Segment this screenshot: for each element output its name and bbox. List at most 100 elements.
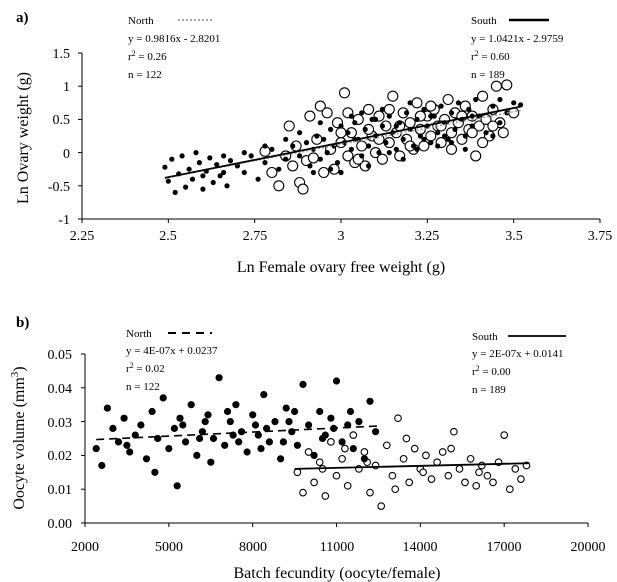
panel-a-point-north [321,136,327,142]
panel-b-point-north [173,482,181,490]
panel-b-point-north [215,374,223,382]
panel-a-point-north [283,156,289,162]
panel-a-point-north [379,106,385,112]
panel-b-point-south [391,485,400,494]
panel-a-point-north [200,186,206,192]
panel-b-point-north [251,421,260,429]
panel-b-point-south [394,414,402,423]
panel-b-point-north [182,438,190,446]
panel-b-xtick-label: 5000 [155,540,183,555]
panel-a-xtick-label: 2.25 [70,229,95,244]
panel-b-point-south [505,485,514,494]
panel-b-point-north [305,421,313,429]
panel-a-point-south [273,180,285,192]
panel-a-point-north [241,150,247,156]
panel-b-point-north [366,397,374,405]
panel-b-point-south [517,475,525,483]
panel-b-point-south [338,454,346,463]
panel-a-point-north [328,126,334,132]
panel-b-point-north [257,445,265,453]
panel-a-point-north [483,130,489,136]
panel-a-point-north [183,184,189,190]
panel-b-point-north [123,441,131,449]
panel-b-ytick-label: 0.01 [48,483,73,498]
panel-b-fit-line-south [294,462,530,470]
panel-a-south-n: n = 189 [471,69,505,81]
panel-a-point-south [501,79,513,91]
panel-a-point-north [372,116,379,122]
panel-a-point-north [455,100,461,106]
panel-a-point-south [307,152,319,164]
panel-b-point-south [327,438,335,446]
panel-a-point-south [487,120,499,132]
panel-b-point-north [316,407,324,416]
panel-a-ytick-label: 0 [63,147,70,162]
panel-b-point-north [232,401,240,409]
panel-b-point-north [92,445,100,453]
panel-b-point-north [120,414,128,422]
panel-b-point-south [455,465,464,473]
panel-b-point-south [450,427,458,436]
panel-b-point-north [243,448,251,456]
panel-a-point-south [321,107,333,119]
panel-a-point-north [214,162,220,168]
panel-a-point-north [417,133,423,139]
panel-a-point-north [421,106,427,112]
panel-a-point-north [324,150,330,156]
panel-a-point-south [287,160,299,172]
panel-b-points-north [92,374,380,490]
panel-b-point-north [271,418,279,426]
panel-b-point-north [310,451,318,459]
panel-b-xtick-label: 8000 [239,540,267,555]
panel-a-xtick-label: 3.5 [505,229,523,244]
panel-b-point-south [405,478,414,487]
panel-b-point-south [447,444,455,453]
panel-a-point-north [227,158,234,164]
panel-a-point-south [356,140,368,152]
panel-a-point-north [504,110,510,116]
panel-b-ytick-label: 0.04 [48,382,73,397]
panel-a-point-north [362,126,368,132]
panel-a-point-south [376,153,388,165]
panel-b-fit-lines [96,425,530,470]
panel-a-point-north [410,143,417,149]
panel-b-point-south [422,451,430,460]
panel-a-point-north [421,136,427,142]
panel-b-point-north [142,455,151,463]
panel-b-point-south [477,461,486,470]
panel-b-point-north [299,380,307,388]
panel-a-point-south [335,127,347,139]
panel-a-point-north [407,100,413,106]
panel-a-point-north [307,163,313,169]
panel-b-point-north [293,441,301,449]
panel-a-point-north [345,130,351,136]
panel-a-point-north [393,146,399,152]
panel-b-legend-north-name: North [126,328,152,340]
panel-a-point-south [411,97,423,109]
panel-b-point-north [332,377,341,385]
panel-b-point-north [176,414,184,422]
panel-a-point-north [193,150,199,156]
panel-a-point-north [290,143,296,149]
panel-a-point-north [383,140,389,146]
panel-a-point-north [317,156,323,162]
panel-a-point-north [386,113,392,119]
panel-b-point-north [159,394,167,402]
panel-b-north-equation: y = 4E-07x + 0.0237 [126,345,218,357]
panel-a-point-north [442,133,448,139]
panel-a-point-north [297,130,303,136]
panel-a-north-n: n = 122 [128,69,162,81]
panel-b-xtick-label: 11000 [320,540,354,555]
panel-a-point-north [490,133,496,139]
panel-b-north-r2: r2 = 0.02 [126,361,165,375]
panel-a-point-north [393,123,399,129]
panel-b-point-north [137,421,145,429]
panel-a-tick-marks [78,52,601,223]
panel-a-point-north [386,150,392,156]
panel-b-point-south [511,465,520,473]
panel-b-south-equation: y = 2E-07x + 0.0141 [472,348,564,360]
panel-b-point-north [355,418,363,426]
panel-a-point-south [363,103,375,115]
panel-a-point-south [425,130,437,142]
